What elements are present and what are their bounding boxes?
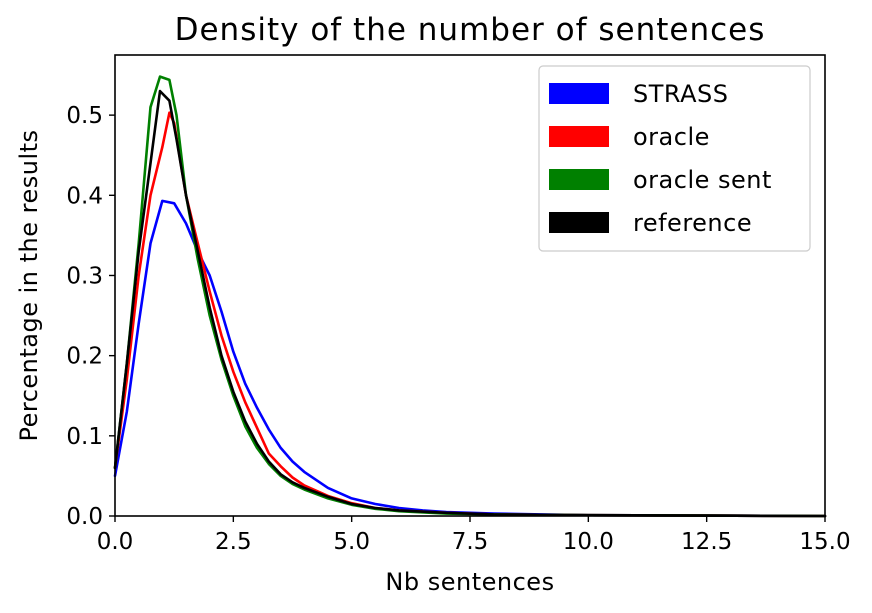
legend-label-oracle: oracle [633,123,710,151]
legend-swatch-oracle-sent [549,169,609,190]
x-tick-label: 15.0 [799,529,850,555]
y-tick-label: 0.3 [66,263,103,289]
x-tick-label: 12.5 [681,529,732,555]
y-tick-label: 0.5 [66,103,103,129]
legend-swatch-strass [549,83,609,104]
x-tick-label: 10.0 [563,529,614,555]
y-axis-label: Percentage in the results [15,129,43,441]
legend: STRASS oracle oracle sent reference [538,65,811,252]
x-tick-label: 7.5 [452,529,489,555]
x-tick-label: 2.5 [215,529,252,555]
series-line-reference [113,89,827,518]
y-tick-label: 0.1 [66,424,103,450]
legend-label-strass: STRASS [633,80,728,108]
chart-title: Density of the number of sentences [175,12,766,48]
y-tick-label: 0.4 [66,183,103,209]
y-axis-ticks: 0.0 0.1 0.2 0.3 0.4 0.5 [66,103,115,530]
legend-swatch-reference [549,212,609,233]
legend-frame [538,65,811,252]
series-layer [113,75,827,518]
y-tick-label: 0.2 [66,344,103,370]
x-tick-label: 5.0 [333,529,370,555]
legend-label-oracle-sent: oracle sent [633,166,772,194]
x-axis-ticks: 0.0 2.5 5.0 7.5 10.0 12.5 15.0 [97,516,851,555]
x-tick-label: 0.0 [97,529,134,555]
x-axis-label: Nb sentences [385,568,554,596]
y-tick-label: 0.0 [66,504,103,530]
legend-label-reference: reference [633,209,752,237]
legend-entries: STRASS oracle oracle sent reference [549,80,772,237]
legend-swatch-oracle [549,126,609,147]
